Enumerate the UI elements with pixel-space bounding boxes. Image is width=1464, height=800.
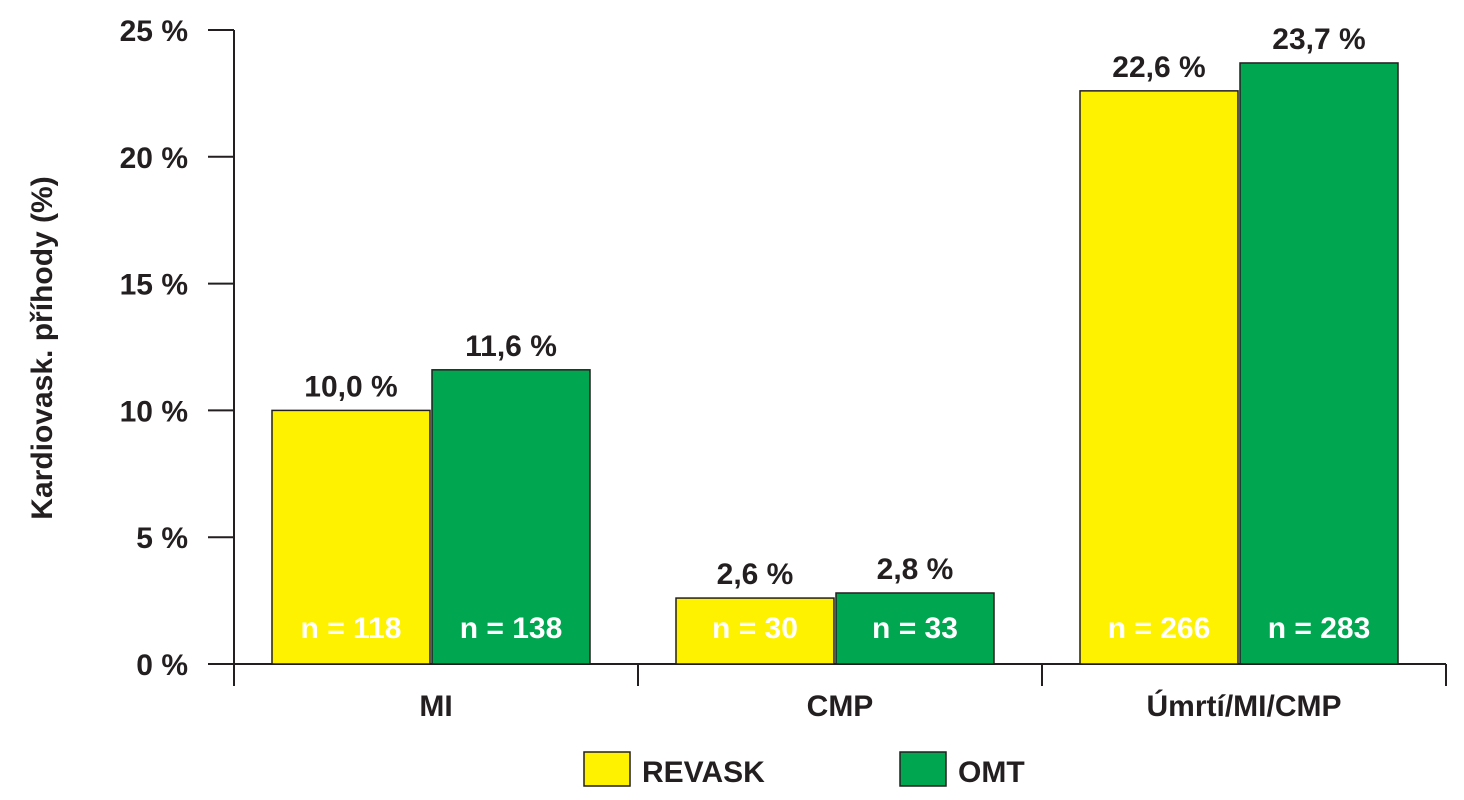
legend-label: OMT [958, 756, 1025, 789]
n-label: n = 33 [872, 612, 958, 645]
y-tick-label: 15 % [120, 269, 188, 302]
value-label: 10,0 % [304, 370, 397, 403]
value-label: 2,8 % [877, 553, 954, 586]
bar-omt [1239, 62, 1399, 665]
value-label: 2,6 % [717, 558, 794, 591]
bar-revask [675, 597, 835, 665]
y-axis-title: Kardiovask. příhody (%) [26, 176, 59, 519]
y-tick-label: 25 % [120, 15, 188, 48]
legend: REVASK OMT [583, 751, 1025, 789]
bar-omt [431, 369, 591, 665]
value-label: 22,6 % [1112, 51, 1205, 84]
n-label: n = 118 [301, 612, 402, 645]
y-axis: 0 % 5 % 10 % 15 % 20 % 25 % [120, 15, 235, 686]
bar-revask [271, 409, 431, 665]
legend-swatch-omt [899, 751, 947, 787]
x-category-label: Úmrtí/MI/CMP [1147, 689, 1342, 723]
legend-label: REVASK [642, 756, 765, 789]
bars [271, 62, 1399, 665]
bar-labels: 10,0 % n = 118 11,6 % n = 138 2,6 % n = 30 2,8… [301, 23, 1371, 645]
x-category-label: MI [419, 690, 452, 723]
n-label: n = 30 [712, 612, 798, 645]
n-label: n = 283 [1268, 612, 1371, 645]
legend-swatch-revask [583, 751, 631, 787]
y-tick-label: 0 % [136, 649, 188, 682]
y-tick-label: 5 % [136, 522, 188, 555]
y-tick-label: 20 % [120, 142, 188, 175]
bar-omt [835, 592, 995, 665]
y-tick-label: 10 % [120, 395, 188, 428]
x-axis: MI CMP Úmrtí/MI/CMP [233, 663, 1447, 723]
x-category-label: CMP [807, 690, 874, 723]
value-label: 11,6 % [465, 330, 557, 363]
n-label: n = 266 [1108, 612, 1211, 645]
n-label: n = 138 [460, 612, 563, 645]
bar-revask [1079, 90, 1239, 665]
value-label: 23,7 % [1272, 23, 1365, 56]
